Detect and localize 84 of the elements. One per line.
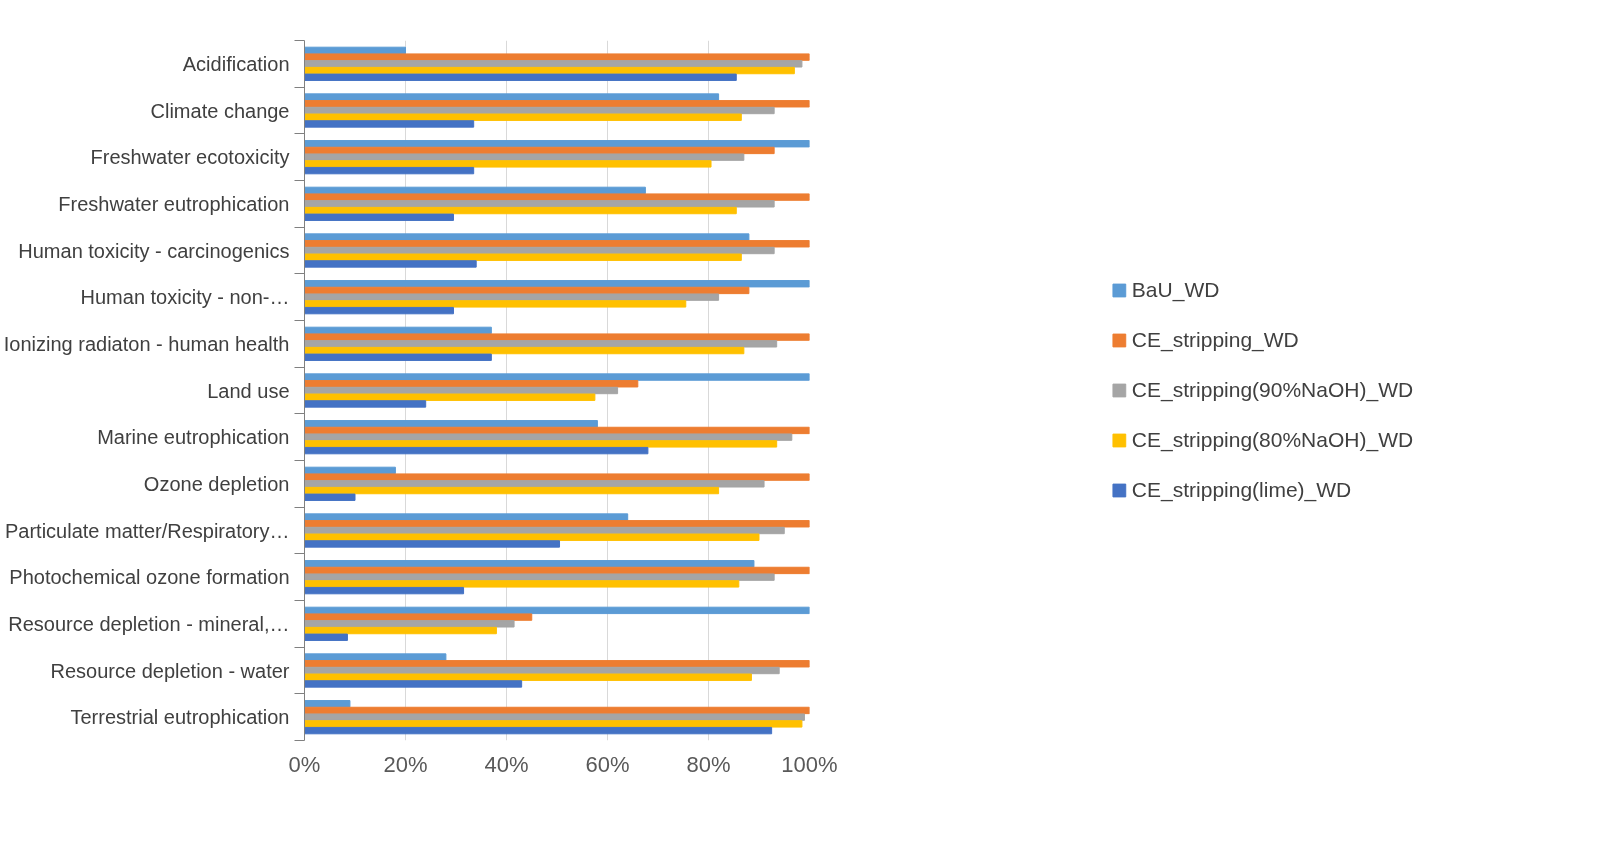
y-tick-label: Freshwater ecotoxicity: [90, 146, 290, 169]
bar: [304, 440, 778, 448]
bar: [304, 233, 750, 241]
bar: [304, 193, 810, 201]
y-tick-label: Land use: [207, 379, 290, 402]
bar: [304, 353, 492, 361]
bar: [304, 60, 803, 68]
bar: [304, 380, 639, 388]
bar: [304, 573, 775, 581]
y-tick-label: Resource depletion - mineral,…: [8, 612, 290, 635]
bar: [304, 373, 810, 381]
y-tick-label: Terrestrial eutrophication: [70, 706, 290, 729]
bar: [304, 560, 755, 568]
x-tick-label: 100%: [781, 751, 838, 777]
bar: [304, 333, 810, 341]
legend-label: BaU_WD: [1131, 278, 1220, 302]
bar: [304, 120, 475, 128]
bar: [304, 713, 805, 721]
bar: [304, 660, 810, 668]
bar: [304, 480, 765, 488]
legend-label: CE_stripping(90%NaOH)_WD: [1131, 378, 1414, 402]
bar: [304, 673, 752, 681]
bar: [304, 206, 737, 215]
bar: [304, 53, 810, 61]
bar: [304, 340, 778, 348]
legend-label: CE_stripping(lime)_WD: [1131, 478, 1352, 502]
bar: [304, 580, 740, 588]
bar: [304, 260, 477, 268]
bar: [304, 253, 742, 261]
bar: [304, 93, 720, 101]
bar: [304, 446, 649, 455]
bar: [304, 100, 810, 108]
bar: [304, 213, 454, 221]
legend-label: CE_stripping_WD: [1131, 328, 1299, 352]
x-tick-label: 80%: [686, 751, 731, 777]
y-tick-label: Ionizing radiaton - human health: [3, 332, 290, 355]
y-tick-label: Human toxicity - carcinogenics: [18, 239, 290, 262]
bar: [304, 280, 810, 288]
bar: [304, 473, 810, 481]
y-tick-label: Ozone depletion: [143, 472, 290, 495]
bar: [304, 613, 533, 621]
bar: [304, 400, 427, 408]
bar: [304, 140, 810, 148]
bar: [304, 680, 523, 688]
bar: [304, 420, 598, 428]
bar: [304, 300, 687, 308]
bar: [304, 620, 515, 628]
y-tick-label: Freshwater eutrophication: [58, 192, 290, 215]
y-tick-label: Acidification: [182, 52, 290, 75]
y-tick-label: Resource depletion - water: [50, 659, 290, 682]
x-tick-label: 20%: [383, 751, 428, 777]
x-tick-label: 60%: [585, 751, 630, 777]
bar: [304, 160, 712, 168]
bar: [304, 200, 775, 208]
y-tick-label: Photochemical ozone formation: [9, 566, 290, 589]
bar: [304, 486, 720, 495]
bar: [304, 653, 447, 661]
bar: [304, 586, 465, 595]
x-tick-label: 0%: [288, 751, 321, 777]
bar: [304, 493, 356, 501]
bar: [304, 520, 810, 528]
bar: [304, 306, 454, 315]
bar: [304, 240, 810, 248]
bar: [304, 540, 561, 548]
legend-label: CE_stripping(80%NaOH)_WD: [1131, 428, 1414, 452]
bar: [304, 720, 803, 728]
y-tick-label: Particulate matter/Respiratory…: [4, 519, 290, 542]
y-tick-label: Human toxicity - non-…: [80, 286, 290, 309]
y-tick-label: Climate change: [150, 99, 290, 122]
bar: [304, 73, 737, 81]
bar: [304, 166, 475, 175]
bar: [304, 633, 348, 641]
bar: [304, 393, 596, 401]
bar: [304, 293, 720, 301]
bar: [304, 153, 745, 161]
y-tick-label: Marine eutrophication: [97, 426, 290, 449]
x-tick-label: 40%: [484, 751, 529, 777]
bar: [304, 513, 629, 521]
bar: [304, 700, 351, 708]
bar: [304, 433, 793, 441]
bar: [304, 533, 760, 541]
bar: [304, 113, 742, 121]
bar: [304, 626, 497, 635]
bar: [304, 726, 773, 735]
